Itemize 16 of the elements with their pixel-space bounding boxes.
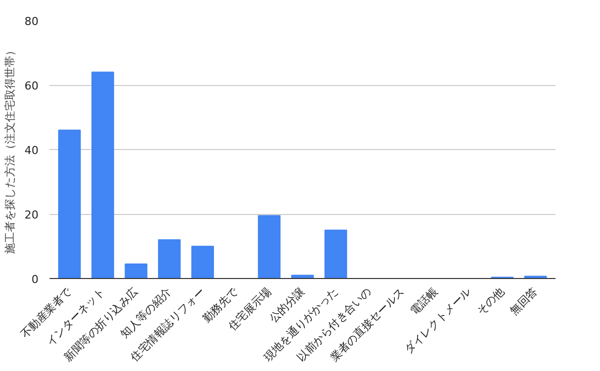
bar (324, 230, 348, 278)
bar (191, 246, 214, 278)
y-tick-label: 80 (24, 15, 39, 28)
bar (158, 239, 181, 278)
y-axis-title: 施工者を探した方法（注文住宅取得世帯） (4, 45, 17, 254)
bar (258, 215, 281, 278)
bar (124, 263, 148, 278)
y-tick-label: 40 (24, 144, 39, 157)
x-tick-label: その他 (474, 284, 507, 318)
bar (91, 72, 114, 278)
bar (524, 276, 547, 278)
y-tick-label: 20 (24, 208, 39, 222)
bar (58, 130, 81, 278)
x-tick-label: 無回答 (508, 284, 540, 318)
y-tick-label: 0 (32, 273, 38, 286)
y-tick-label: 60 (24, 80, 39, 92)
